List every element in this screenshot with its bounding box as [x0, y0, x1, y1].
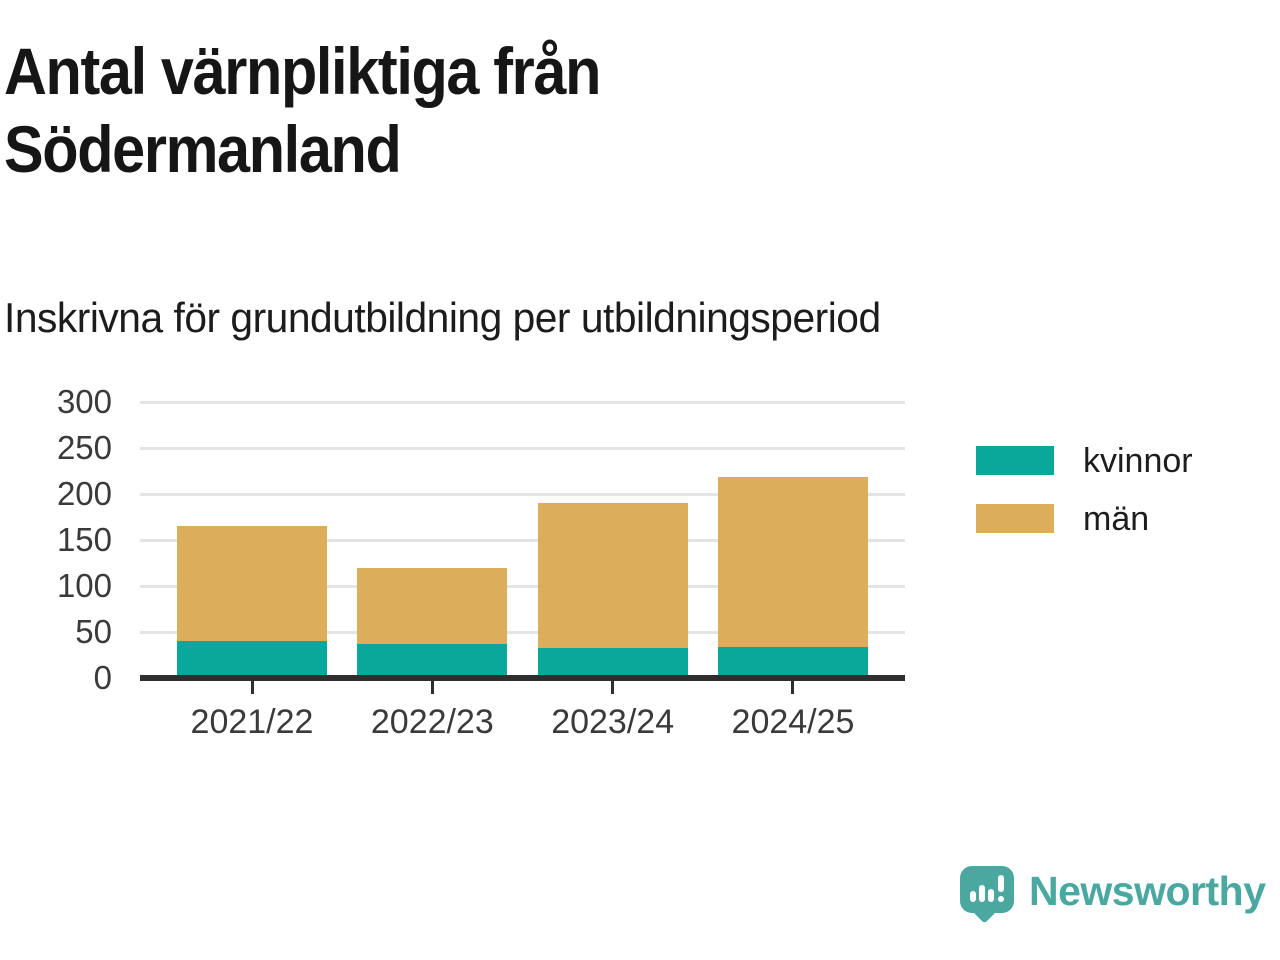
speech-bubble-tail: [972, 899, 997, 924]
legend-swatch-man: [976, 504, 1054, 533]
legend-item-man: män: [976, 499, 1193, 538]
logo-bar-icon: [988, 889, 994, 902]
logo-bar-icon: [970, 891, 976, 902]
y-axis-label-300: 300: [56, 383, 112, 420]
x-axis-line: [140, 675, 905, 681]
y-axis-label-100: 100: [56, 567, 112, 604]
bar-2023/24-män: [537, 503, 688, 648]
bar-2022/23-kvinnor: [357, 643, 508, 678]
x-axis-tick-2023/24: [611, 681, 615, 694]
gridline-200: [140, 492, 905, 496]
chart-title: Antal värnpliktiga från Södermanland: [4, 32, 601, 188]
legend-swatch-kvinnor: [976, 446, 1054, 475]
newsworthy-wordmark: Newsworthy: [1029, 868, 1266, 914]
legend-label-man: män: [1083, 499, 1150, 538]
bar-2021/22-kvinnor: [177, 641, 327, 678]
logo-exclamation-dot-icon: [998, 896, 1004, 902]
bar-2022/23-män: [357, 567, 508, 644]
legend: kvinnor män: [976, 441, 1193, 562]
x-axis-tick-2024/25: [791, 681, 795, 694]
legend-label-kvinnor: kvinnor: [1083, 441, 1193, 480]
bar-2023/24-kvinnor: [537, 647, 688, 678]
x-axis-label-2021/22: 2021/22: [190, 703, 314, 741]
y-axis-label-250: 250: [56, 429, 112, 466]
chart-title-line2: Södermanland: [4, 112, 402, 186]
gridline-150: [140, 538, 905, 542]
newsworthy-logo-icon: [960, 866, 1014, 924]
bar-2024/25-män: [717, 477, 868, 647]
logo-bar-icon: [979, 885, 985, 902]
x-axis-label-2022/23: 2022/23: [370, 703, 494, 741]
newsworthy-brand: Newsworthy: [960, 862, 1266, 924]
y-axis-label-0: 0: [93, 659, 112, 696]
bar-2024/25-kvinnor: [717, 646, 868, 678]
chart-title-line1: Antal värnpliktiga från: [4, 34, 601, 108]
x-axis-tick-2022/23: [430, 681, 434, 694]
logo-exclamation-icon: [998, 875, 1004, 892]
gridline-50: [140, 630, 905, 634]
x-axis-label-2023/24: 2023/24: [551, 703, 675, 741]
y-axis-label-200: 200: [56, 475, 112, 512]
chart-subtitle: Inskrivna för grundutbildning per utbild…: [4, 294, 881, 341]
legend-item-kvinnor: kvinnor: [976, 441, 1193, 480]
gridline-300: [140, 400, 905, 404]
bar-2021/22-män: [177, 526, 327, 642]
x-axis-tick-2021/22: [250, 681, 254, 694]
gridline-100: [140, 584, 905, 588]
x-axis-label-2024/25: 2024/25: [731, 703, 855, 741]
gridline-250: [140, 446, 905, 450]
y-axis-label-150: 150: [56, 521, 112, 558]
y-axis-label-50: 50: [75, 613, 112, 650]
